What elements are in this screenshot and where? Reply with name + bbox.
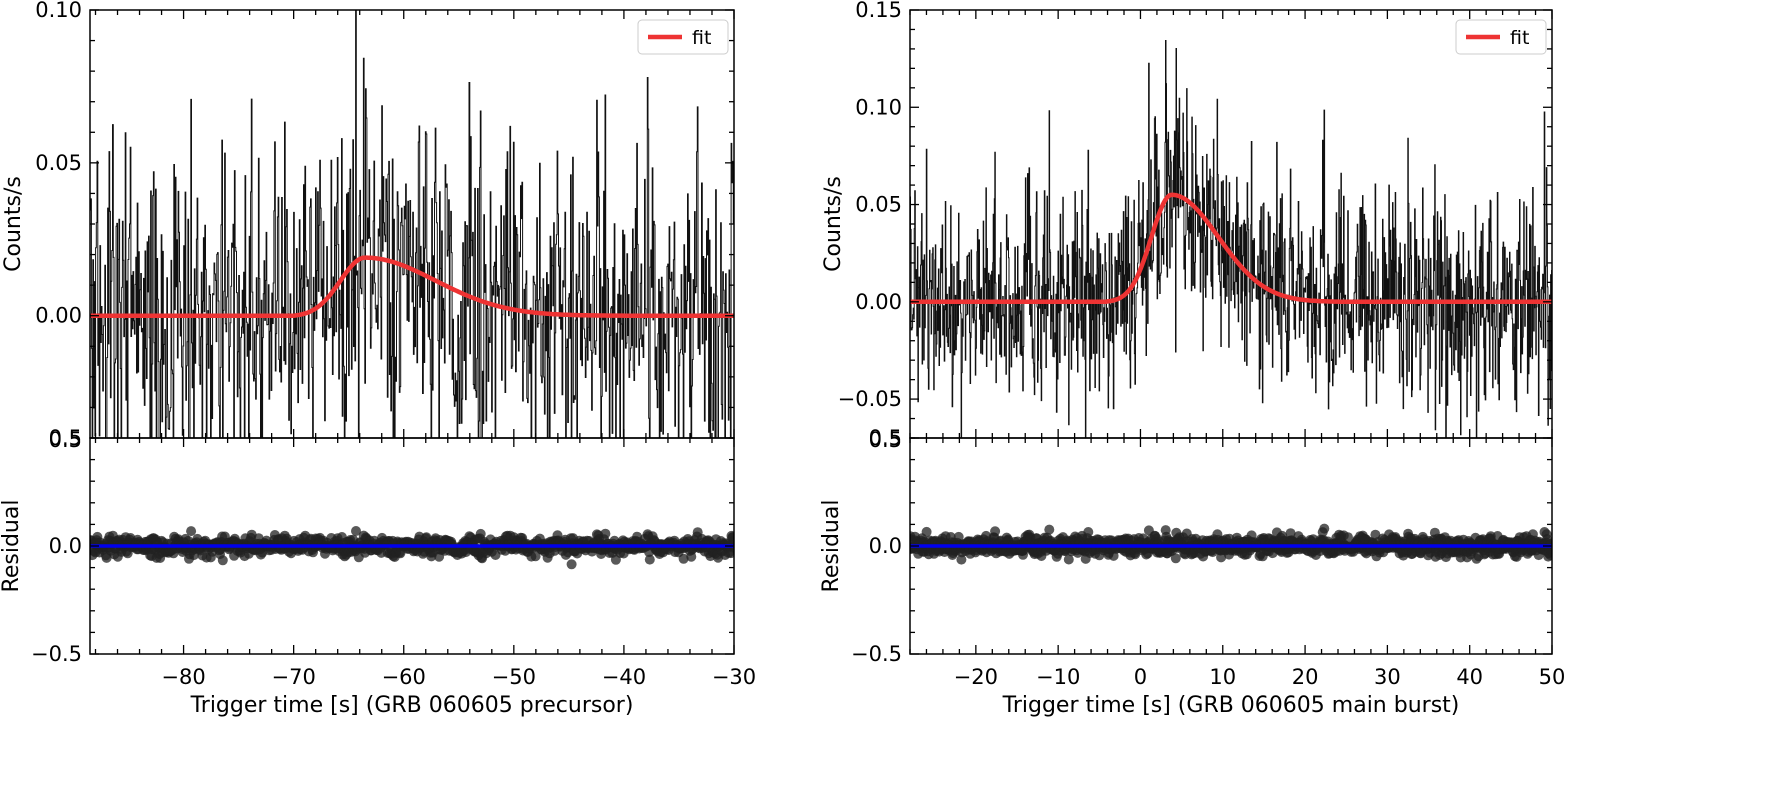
x-tick-label: 30 <box>1374 665 1401 689</box>
residual-point <box>475 528 486 539</box>
y-tick-label: 0.5 <box>49 426 82 450</box>
residual-point <box>678 553 689 564</box>
x-tick-label: −30 <box>712 665 756 689</box>
left-panel: −80 −70 −60 −50 −40 −30 0.00 0.05 0.10 −0.5 0.0 0.5… <box>0 0 756 718</box>
residual-point <box>990 526 1001 537</box>
residual-points <box>910 523 1552 565</box>
x-tick-label: −70 <box>271 665 315 689</box>
legend-box <box>637 19 729 55</box>
x-tick-label: 10 <box>1209 665 1236 689</box>
residual-point <box>1083 527 1094 537</box>
y-tick-label: 0.0 <box>869 534 902 558</box>
legend-label-fit: fit <box>1510 27 1529 49</box>
y-axis-label-residual: Residual <box>819 500 844 593</box>
x-axis-label: Trigger time [s] (GRB 060605 main burst) <box>1002 693 1460 718</box>
x-tick-label: −80 <box>161 665 205 689</box>
light-curve-data-line <box>90 10 734 438</box>
residual-point <box>1044 524 1055 535</box>
x-tick-label: −50 <box>492 665 536 689</box>
x-tick-label: −40 <box>602 665 646 689</box>
residual-point <box>1343 532 1353 543</box>
fit-curve <box>910 192 1552 305</box>
residual-point <box>566 559 577 570</box>
top-axis-edge-label: 0.5 <box>49 428 82 452</box>
y-tick-label: 0.5 <box>869 426 902 450</box>
y-tick-label: −0.05 <box>838 387 902 411</box>
residual-point <box>1170 553 1181 564</box>
y-axis-label-residual: Residual <box>0 500 24 593</box>
residual-point <box>1546 546 1552 557</box>
y-tick-label: 0.10 <box>855 95 902 119</box>
y-tick-label: 0.05 <box>35 151 82 175</box>
x-tick-label: 40 <box>1456 665 1483 689</box>
y-tick-label: 0.00 <box>855 290 902 314</box>
residual-point <box>921 526 932 537</box>
legend-label-fit: fit <box>692 27 711 49</box>
x-tick-label: −10 <box>1036 665 1080 689</box>
x-tick-label: 20 <box>1292 665 1319 689</box>
residual-point <box>1319 523 1330 534</box>
y-tick-label: −0.5 <box>31 642 82 666</box>
y-tick-label: 0.05 <box>855 193 902 217</box>
y-tick-label: 0.00 <box>35 304 82 328</box>
x-tick-label: 50 <box>1539 665 1566 689</box>
y-tick-label: 0.10 <box>35 0 82 22</box>
residual-point <box>351 526 361 536</box>
residual-point <box>186 526 197 537</box>
legend: fit <box>1455 19 1547 55</box>
y-tick-label: −0.5 <box>851 642 902 666</box>
light-curve-data-line <box>910 40 1552 438</box>
residual-point <box>217 555 228 566</box>
y-tick-label: 0.15 <box>855 0 902 22</box>
residual-point <box>530 551 541 562</box>
y-axis-label-counts: Counts/s <box>1 176 26 272</box>
x-tick-label: −60 <box>382 665 426 689</box>
residual-point <box>956 554 967 565</box>
legend-box <box>1455 19 1547 55</box>
right-panel: −20 −10 0 10 20 30 40 50 −0.05 0.00 0.05 0.10 0.15 −0… <box>819 0 1565 718</box>
top-axis-edge-label: 0.5 <box>869 428 902 452</box>
y-axis-label-counts: Counts/s <box>821 176 846 272</box>
x-axis-label: Trigger time [s] (GRB 060605 precursor) <box>190 693 634 718</box>
fit-curve <box>90 255 734 318</box>
y-tick-label: 0.0 <box>49 534 82 558</box>
residual-point <box>644 554 655 565</box>
residual-point <box>1063 554 1074 565</box>
legend: fit <box>637 19 729 55</box>
x-tick-label: −20 <box>954 665 998 689</box>
x-tick-label: 0 <box>1134 665 1147 689</box>
residual-point <box>600 528 611 539</box>
